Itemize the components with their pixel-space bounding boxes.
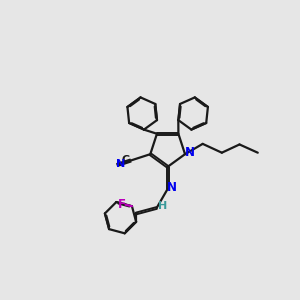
Text: H: H	[158, 201, 168, 211]
Text: F: F	[118, 198, 126, 211]
Text: N: N	[185, 146, 195, 160]
Text: C: C	[122, 155, 130, 165]
Text: N: N	[167, 181, 177, 194]
Text: N: N	[116, 159, 126, 169]
